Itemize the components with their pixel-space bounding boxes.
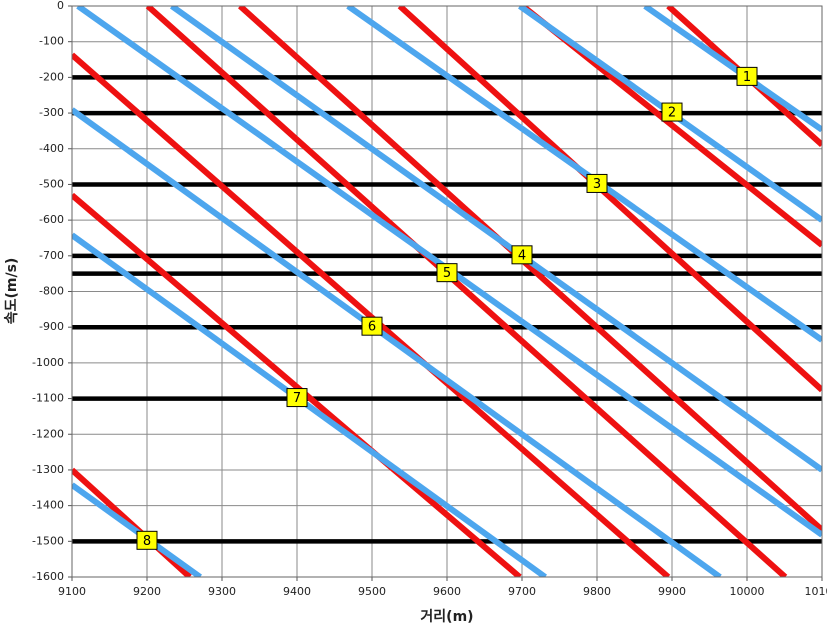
- series-line: [346, 6, 822, 343]
- marker-label: 6: [368, 320, 376, 335]
- series-line: [72, 192, 522, 577]
- marker-label: 8: [143, 534, 151, 549]
- y-tick-label: -1400: [32, 499, 64, 512]
- marker-label: 4: [518, 248, 526, 263]
- marker-label: 5: [443, 266, 451, 281]
- series-line: [72, 232, 548, 577]
- series-line: [72, 52, 671, 577]
- y-tick-label: -300: [39, 106, 64, 119]
- y-tick-label: -900: [39, 320, 64, 333]
- y-tick-label: -600: [39, 213, 64, 226]
- series-line: [72, 467, 192, 577]
- y-tick-label: -700: [39, 249, 64, 262]
- crossing-marker: [586, 173, 608, 193]
- y-tick-label: -200: [39, 70, 64, 83]
- marker-label: 1: [743, 70, 751, 85]
- marker-label: 3: [593, 177, 601, 192]
- x-tick-label: 9200: [133, 585, 161, 598]
- x-tick-label: 9900: [658, 585, 686, 598]
- x-tick-label: 9700: [508, 585, 536, 598]
- x-tick-label: 10100: [805, 585, 827, 598]
- series-line: [397, 6, 822, 393]
- series-line: [72, 107, 722, 577]
- y-tick-label: -800: [39, 285, 64, 298]
- y-tick-label: -1100: [32, 392, 64, 405]
- crossing-marker: [511, 245, 533, 265]
- x-tick-label: 9100: [58, 585, 86, 598]
- plot-border: [71, 5, 823, 578]
- x-tick-label: 10000: [730, 585, 765, 598]
- y-tick-label: -1200: [32, 427, 64, 440]
- marker-label: 7: [293, 391, 301, 406]
- crossing-marker: [136, 530, 158, 550]
- series-line: [72, 482, 202, 577]
- crossing-marker: [361, 316, 383, 336]
- crossing-marker: [436, 263, 458, 283]
- y-tick-label: -100: [39, 35, 64, 48]
- y-tick-label: -1600: [32, 570, 64, 583]
- x-tick-label: 9400: [283, 585, 311, 598]
- crossing-marker: [286, 388, 308, 408]
- marker-label: 2: [668, 106, 676, 121]
- y-tick-label: -1500: [32, 534, 64, 547]
- crossing-marker: [736, 66, 758, 86]
- y-tick-label: 0: [57, 0, 64, 12]
- series-line: [145, 6, 788, 577]
- y-tick-label: -1000: [32, 356, 64, 369]
- crossing-marker: [661, 102, 683, 122]
- series-line: [170, 6, 822, 473]
- y-tick-label: -400: [39, 142, 64, 155]
- plot-content: [72, 6, 822, 577]
- series-line: [237, 6, 822, 533]
- series-line: [643, 6, 822, 133]
- x-tick-label: 9500: [358, 585, 386, 598]
- x-tick-label: 9300: [208, 585, 236, 598]
- x-tick-label: 9600: [433, 585, 461, 598]
- x-axis-title: 거리(m): [420, 609, 473, 625]
- x-tick-label: 9800: [583, 585, 611, 598]
- y-tick-label: -1300: [32, 463, 64, 476]
- y-axis-title: 속도(m/s): [4, 258, 20, 325]
- y-tick-label: -500: [39, 177, 64, 190]
